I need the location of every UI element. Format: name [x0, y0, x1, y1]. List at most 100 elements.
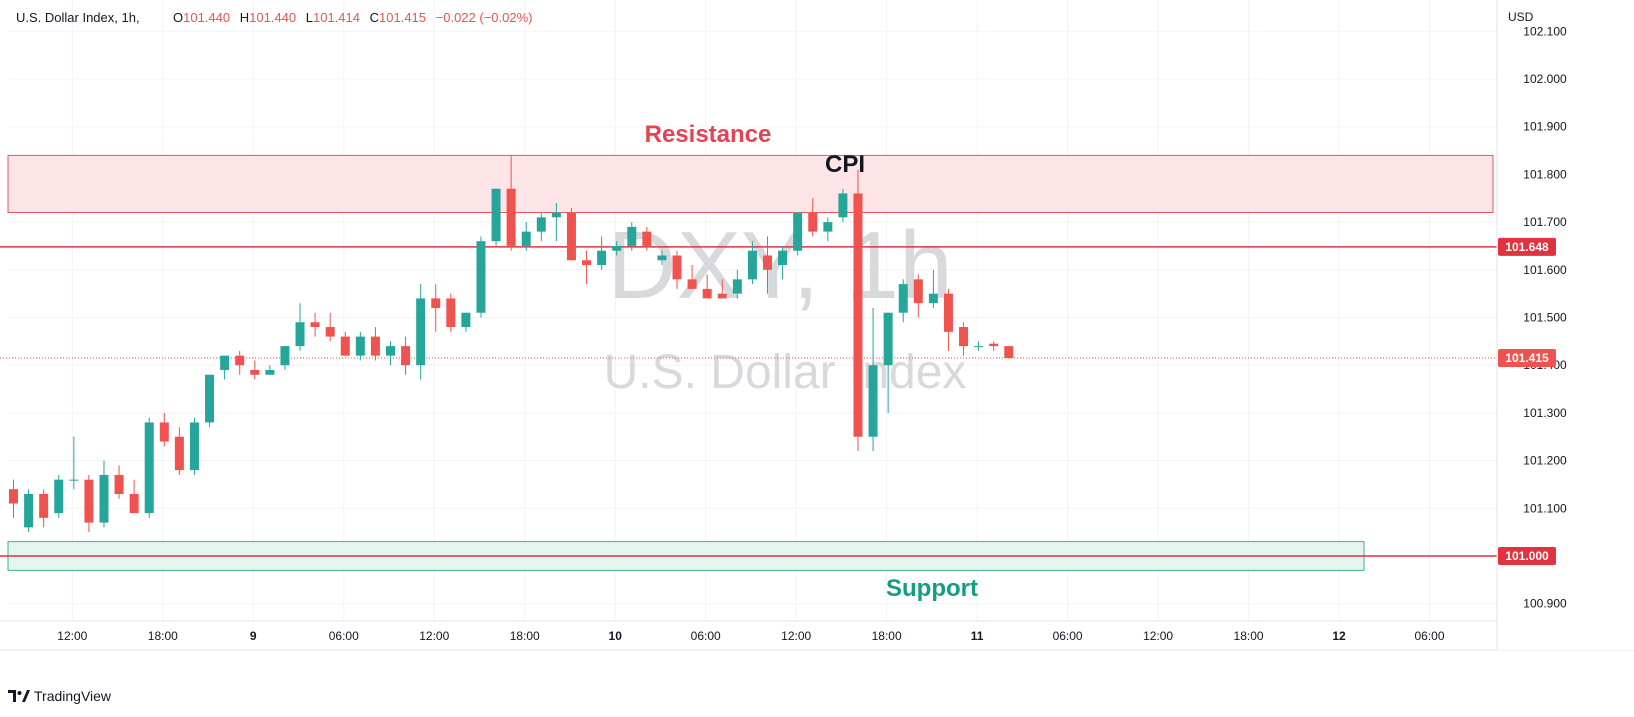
candle [446, 293, 456, 332]
y-tick-label: 102.000 [1523, 72, 1567, 86]
y-tick-label: 101.700 [1523, 215, 1567, 229]
candle [491, 188, 501, 246]
candle [129, 479, 139, 514]
candle-body [566, 212, 576, 261]
candle [913, 274, 923, 318]
candle [763, 236, 772, 294]
cpi-label: CPI [825, 151, 865, 178]
candle-body [928, 293, 938, 304]
candle-body [793, 212, 803, 251]
x-tick-label: 06:00 [329, 629, 359, 643]
candle [823, 217, 833, 242]
close-value: 101.415 [379, 10, 426, 25]
candle [220, 355, 230, 380]
y-tick-label: 101.500 [1523, 311, 1567, 325]
candle [265, 365, 275, 375]
candle-body [763, 255, 772, 270]
open-label: O [173, 10, 183, 25]
candle-body [868, 365, 878, 437]
candle-body [808, 212, 818, 232]
candle-body [597, 250, 607, 266]
candle [235, 350, 245, 375]
candle-body [491, 188, 501, 242]
candle-body [69, 479, 79, 481]
candle-body [657, 255, 667, 261]
candle-body [853, 193, 863, 437]
candle-body [280, 346, 290, 366]
candle [536, 212, 546, 242]
candle-body [883, 312, 893, 366]
candle-body [205, 374, 215, 423]
candle [928, 269, 938, 308]
candle-body [340, 336, 350, 356]
candle-body [943, 293, 953, 332]
resistance-zone [7, 154, 1494, 213]
candle [401, 336, 411, 375]
candle [54, 474, 64, 518]
x-tick-label: 12:00 [781, 629, 811, 643]
price-axis-background [1498, 0, 1634, 650]
price-tag: 101.415 [1498, 349, 1556, 368]
candle [687, 265, 697, 289]
x-tick-label: 18:00 [148, 629, 178, 643]
candle-body [355, 336, 365, 356]
candle-body [747, 250, 757, 280]
candle-body [612, 245, 622, 251]
candle [295, 303, 305, 351]
candle [959, 322, 969, 356]
candle-body [959, 327, 969, 347]
candle-body [386, 346, 395, 356]
time-axis[interactable]: 12:00 18:00 9 06:00 12:00 18:00 10 06:00 12:00 18… [57, 629, 1445, 643]
candle-body [99, 474, 109, 523]
candle-body [461, 312, 471, 328]
x-tick-label: 9 [250, 629, 257, 643]
candle [370, 327, 380, 361]
candle [551, 203, 561, 242]
low-value: 101.414 [313, 10, 360, 25]
candle [84, 474, 94, 533]
candle-body [9, 489, 18, 504]
candle [597, 236, 607, 270]
y-tick-label: 102.100 [1523, 24, 1567, 38]
candle-body [39, 493, 49, 518]
candle [943, 288, 953, 351]
candle-body [672, 255, 682, 280]
candle [250, 360, 260, 380]
symbol-title: U.S. Dollar Index, 1h, [16, 10, 140, 25]
y-tick-label: 100.900 [1523, 597, 1567, 611]
x-tick-label: 12:00 [1143, 629, 1173, 643]
footer[interactable]: TradingView [8, 688, 111, 704]
candle-body [551, 212, 561, 218]
x-tick-label: 12 [1332, 629, 1346, 643]
x-tick-label: 12:00 [419, 629, 449, 643]
price-tag-label: 101.415 [1505, 351, 1549, 365]
candle-body [265, 369, 275, 375]
open-value: 101.440 [183, 10, 230, 25]
candle-body [778, 250, 788, 266]
candle-body [732, 279, 742, 294]
chart-grid [8, 0, 1497, 621]
candle [838, 188, 848, 223]
candle-body [144, 422, 154, 514]
y-tick-label: 101.200 [1523, 454, 1567, 468]
candle-body [476, 241, 486, 313]
price-tag-label: 101.000 [1505, 549, 1549, 563]
candle [627, 222, 637, 251]
ohlc-legend: U.S. Dollar Index, 1h, O101.440 H101.440… [16, 10, 533, 25]
candle-body [220, 355, 230, 370]
x-tick-label: 06:00 [691, 629, 721, 643]
resistance-label: Resistance [645, 121, 772, 148]
close-label: C [370, 10, 379, 25]
candle [717, 279, 727, 299]
candle-body [1004, 346, 1014, 359]
candle-body [159, 422, 169, 442]
candle [1004, 346, 1014, 359]
candle [793, 212, 803, 256]
candle-body [54, 479, 64, 514]
candle-body [24, 493, 34, 528]
y-tick-label: 101.600 [1523, 263, 1567, 277]
candle [416, 284, 426, 380]
y-tick-label: 101.100 [1523, 501, 1567, 515]
candle [69, 436, 79, 490]
